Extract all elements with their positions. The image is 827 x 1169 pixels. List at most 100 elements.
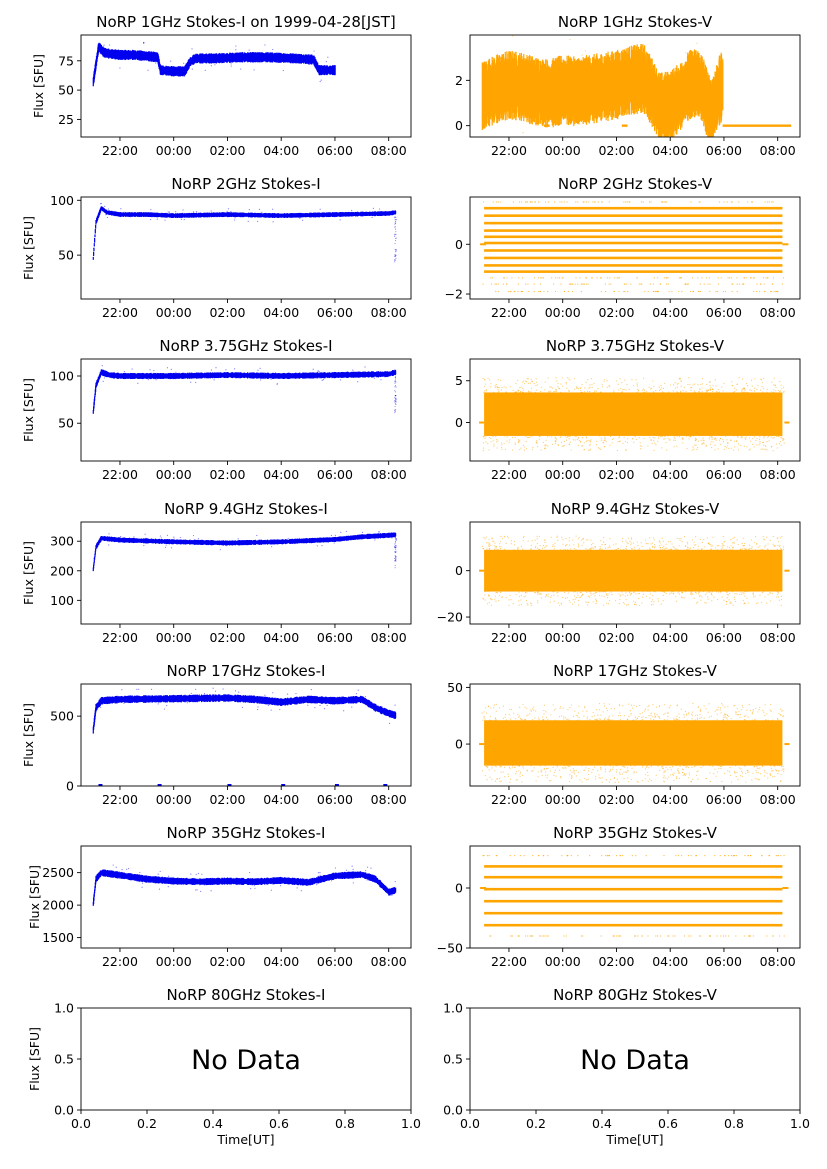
data-point	[312, 368, 314, 370]
x-tick-label: 00:00	[156, 143, 192, 158]
data-point	[536, 446, 539, 448]
data-point	[737, 436, 739, 438]
data-point	[608, 138, 609, 139]
data-point	[520, 386, 522, 388]
data-point	[506, 440, 508, 442]
data-point	[531, 448, 534, 451]
data-point	[674, 382, 676, 384]
data-point	[763, 444, 765, 446]
data-point	[180, 218, 183, 220]
data-point	[718, 439, 721, 441]
data-point	[248, 208, 250, 211]
data-point	[486, 390, 488, 392]
data-point	[643, 389, 645, 391]
data-point	[659, 436, 662, 438]
data-point	[624, 283, 626, 285]
data-point	[104, 205, 106, 207]
data-point	[195, 381, 197, 384]
data-point	[525, 441, 527, 443]
data-point	[245, 58, 247, 60]
data-point	[103, 370, 105, 373]
y-tick-label: 50	[58, 416, 74, 431]
data-point	[225, 375, 227, 377]
data-point	[590, 448, 592, 450]
data-point	[554, 391, 556, 393]
data-point	[662, 435, 664, 437]
data-point	[502, 277, 505, 279]
data-point	[500, 379, 502, 382]
data-point	[305, 375, 307, 377]
data-point	[149, 218, 152, 221]
data-point	[699, 201, 701, 203]
x-tick-label: 02:00	[598, 305, 634, 320]
data-point	[750, 201, 753, 203]
data-point	[780, 437, 782, 439]
data-point	[484, 385, 486, 388]
axes-frame	[80, 358, 412, 462]
data-point	[701, 277, 703, 279]
data-point	[394, 223, 396, 225]
data-point	[155, 379, 157, 381]
data-point	[153, 369, 155, 372]
data-point	[722, 59, 724, 111]
y-tick-label: 0	[455, 237, 463, 252]
data-point	[590, 439, 592, 441]
data-point	[743, 277, 745, 279]
data-point	[106, 216, 109, 219]
data-point	[582, 201, 584, 203]
data-point	[498, 386, 500, 389]
data-point	[539, 283, 542, 285]
data-point	[563, 201, 565, 203]
data-point	[494, 386, 496, 388]
data-point	[589, 444, 591, 446]
data-point	[531, 435, 533, 437]
data-point	[394, 248, 396, 250]
data-point	[664, 201, 666, 203]
x-tick-label: 04:00	[652, 305, 688, 320]
data-point	[754, 378, 756, 380]
data-point	[741, 437, 743, 439]
data-point	[490, 383, 492, 385]
data-point	[501, 444, 503, 446]
data-point	[710, 435, 712, 437]
data-point	[608, 386, 611, 388]
x-tick-label: 06:00	[317, 467, 353, 482]
data-point	[394, 222, 396, 224]
data-point	[717, 283, 720, 285]
data-point	[395, 400, 397, 402]
data-point	[288, 214, 290, 217]
data-point	[618, 290, 620, 293]
data-point	[725, 447, 727, 449]
data-point	[234, 368, 236, 370]
data-point	[678, 277, 681, 279]
data-point	[225, 369, 227, 371]
data-point	[482, 377, 484, 380]
x-tick-label: 06:00	[706, 305, 742, 320]
data-point	[626, 383, 628, 386]
data-point	[93, 247, 95, 250]
data-point	[720, 444, 722, 446]
y-tick-label: −2	[445, 287, 463, 302]
data-point	[512, 201, 514, 203]
data-point	[559, 201, 561, 203]
data-point	[147, 376, 149, 378]
data-point	[771, 446, 773, 448]
subplot-title: NoRP 2GHz Stokes-V	[558, 175, 713, 193]
data-point	[272, 221, 274, 223]
data-point	[759, 283, 762, 285]
data-point	[248, 49, 250, 51]
data-point	[495, 283, 498, 285]
data-point	[496, 385, 498, 388]
data-point	[203, 61, 206, 63]
data-point	[616, 277, 618, 279]
data-point	[671, 290, 673, 293]
data-point	[500, 446, 503, 449]
data-point	[763, 437, 765, 439]
data-point	[633, 441, 635, 443]
data-point	[394, 235, 396, 237]
data-point	[568, 444, 570, 446]
data-point	[718, 391, 720, 393]
data-point	[509, 14, 510, 15]
data-point	[542, 72, 544, 74]
data-point	[730, 277, 733, 279]
